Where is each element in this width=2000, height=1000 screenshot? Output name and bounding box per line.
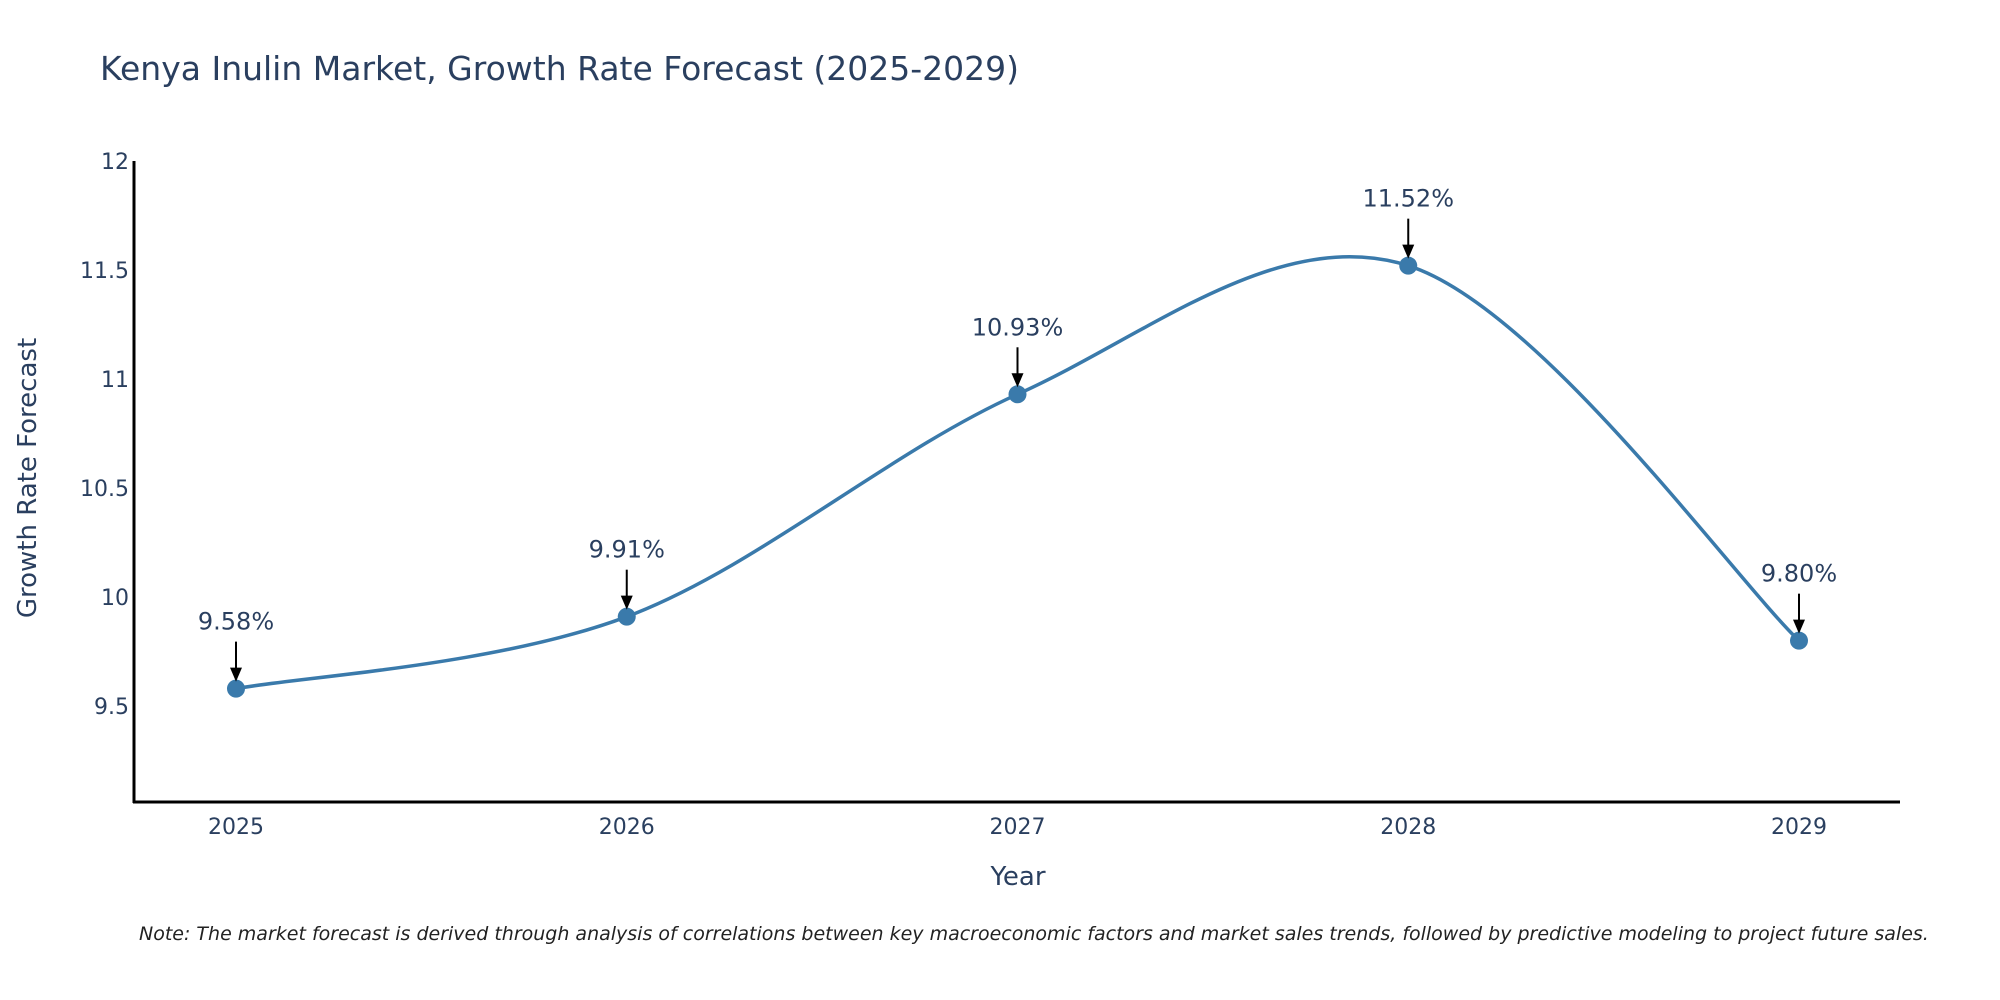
data-point xyxy=(1790,631,1808,650)
data-point xyxy=(227,679,245,698)
data-point xyxy=(1008,385,1027,404)
data-point xyxy=(1399,256,1418,275)
footnote: Note: The market forecast is derived thr… xyxy=(139,923,1929,945)
data-label: 9.58% xyxy=(198,608,274,636)
data-label: 11.52% xyxy=(1362,185,1454,213)
y-tick-label: 12 xyxy=(101,150,129,175)
y-tick-label: 10.5 xyxy=(80,477,129,502)
y-tick-label: 11.5 xyxy=(80,259,129,284)
data-annotations: 9.58% 9.91% 10.93% 11.52% 9.80% xyxy=(198,185,1837,682)
annotation-arrowhead xyxy=(1011,373,1024,388)
data-label: 9.91% xyxy=(589,536,665,564)
annotation-arrowhead xyxy=(620,595,633,610)
x-tick-label: 2027 xyxy=(990,815,1046,840)
y-axis-ticks: 9.5 10 10.5 11 11.5 12 xyxy=(80,150,129,720)
annotation-arrowhead xyxy=(230,667,242,682)
x-tick-label: 2026 xyxy=(599,815,655,840)
y-tick-label: 10 xyxy=(101,586,129,611)
series-line xyxy=(235,255,1801,691)
annotation-arrowhead xyxy=(1402,244,1415,259)
data-points xyxy=(227,256,1808,698)
data-point xyxy=(617,607,636,626)
y-tick-label: 11 xyxy=(101,368,129,393)
y-tick-label: 9.5 xyxy=(94,695,129,720)
x-tick-label: 2029 xyxy=(1771,815,1827,840)
data-label: 10.93% xyxy=(972,313,1064,341)
x-tick-label: 2025 xyxy=(208,815,264,840)
chart-title: Kenya Inulin Market, Growth Rate Forecas… xyxy=(100,49,1019,88)
x-axis-title: Year xyxy=(989,862,1045,892)
data-label: 9.80% xyxy=(1761,560,1837,588)
x-tick-label: 2028 xyxy=(1380,815,1436,840)
x-axis-ticks: 2025 2026 2027 2028 2029 xyxy=(208,815,1827,840)
y-axis-title: Growth Rate Forecast xyxy=(13,338,43,618)
annotation-arrowhead xyxy=(1793,619,1805,634)
